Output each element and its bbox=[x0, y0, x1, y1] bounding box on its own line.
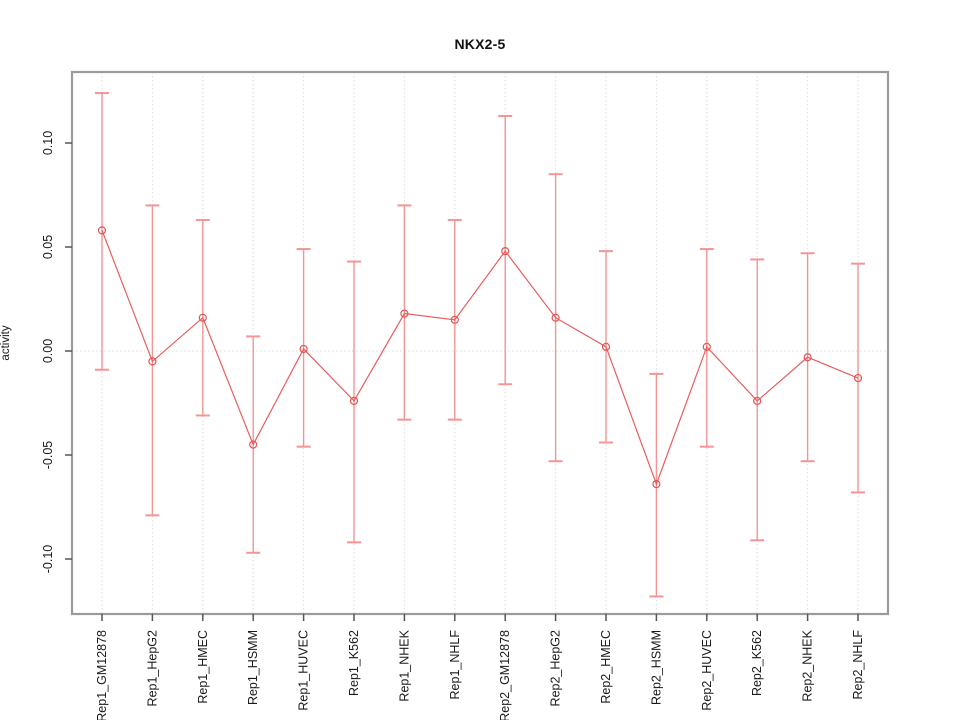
y-axis-title: activity bbox=[0, 325, 12, 361]
data-point bbox=[400, 309, 409, 318]
y-axis: -0.10 -0.05 0.00 0.05 0.10 bbox=[41, 131, 72, 573]
data-point bbox=[753, 396, 762, 406]
x-tick-label: Rep1_HMEC bbox=[196, 630, 210, 704]
x-tick-label: Rep1_NHLF bbox=[448, 630, 462, 700]
y-tick-label: 0.05 bbox=[41, 235, 55, 259]
y-tick-label: 0.10 bbox=[41, 131, 55, 155]
data-point bbox=[601, 342, 611, 351]
x-tick-label: Rep2_HMEC bbox=[599, 630, 613, 704]
x-tick-label: Rep2_NHLF bbox=[851, 630, 865, 700]
x-tick-label: Rep2_NHEK bbox=[801, 629, 815, 701]
x-tick-label: Rep1_GM12878 bbox=[95, 630, 109, 720]
data-point bbox=[349, 396, 359, 406]
data-point bbox=[198, 313, 207, 322]
data-point bbox=[803, 353, 812, 362]
y-tick-label: -0.05 bbox=[41, 441, 55, 470]
data-point bbox=[702, 342, 711, 351]
data-point bbox=[853, 373, 863, 383]
x-axis: Rep1_GM12878 Rep1_HepG2 Rep1_HMEC Rep1_HSMM… bbox=[95, 614, 865, 720]
x-tick-label: Rep2_GM12878 bbox=[498, 630, 512, 720]
data-point bbox=[501, 247, 510, 256]
data-point bbox=[249, 440, 258, 449]
data-point bbox=[450, 315, 459, 324]
y-tick-label: -0.10 bbox=[41, 545, 55, 574]
series-line bbox=[101, 230, 859, 486]
x-tick-label: Rep1_HepG2 bbox=[145, 630, 159, 706]
x-tick-label: Rep1_HUVEC bbox=[297, 630, 311, 711]
data-points bbox=[97, 226, 863, 489]
x-tick-label: Rep2_K562 bbox=[750, 630, 764, 696]
data-point bbox=[148, 357, 157, 366]
data-point bbox=[299, 344, 308, 354]
data-point bbox=[652, 480, 661, 489]
plot-border bbox=[70, 70, 890, 616]
x-tick-label: Rep1_NHEK bbox=[397, 629, 411, 701]
x-tick-label: Rep2_HSMM bbox=[649, 630, 663, 705]
y-tick-label: 0.00 bbox=[41, 339, 55, 363]
data-point bbox=[551, 313, 560, 322]
error-bars bbox=[95, 92, 865, 598]
chart-title: NKX2-5 bbox=[454, 36, 506, 52]
x-tick-label: Rep1_HSMM bbox=[246, 630, 260, 705]
gridlines bbox=[101, 72, 859, 614]
data-point bbox=[97, 226, 107, 235]
x-tick-label: Rep2_HUVEC bbox=[700, 630, 714, 711]
x-tick-label: Rep2_HepG2 bbox=[549, 630, 563, 706]
x-tick-label: Rep1_K562 bbox=[347, 630, 361, 696]
